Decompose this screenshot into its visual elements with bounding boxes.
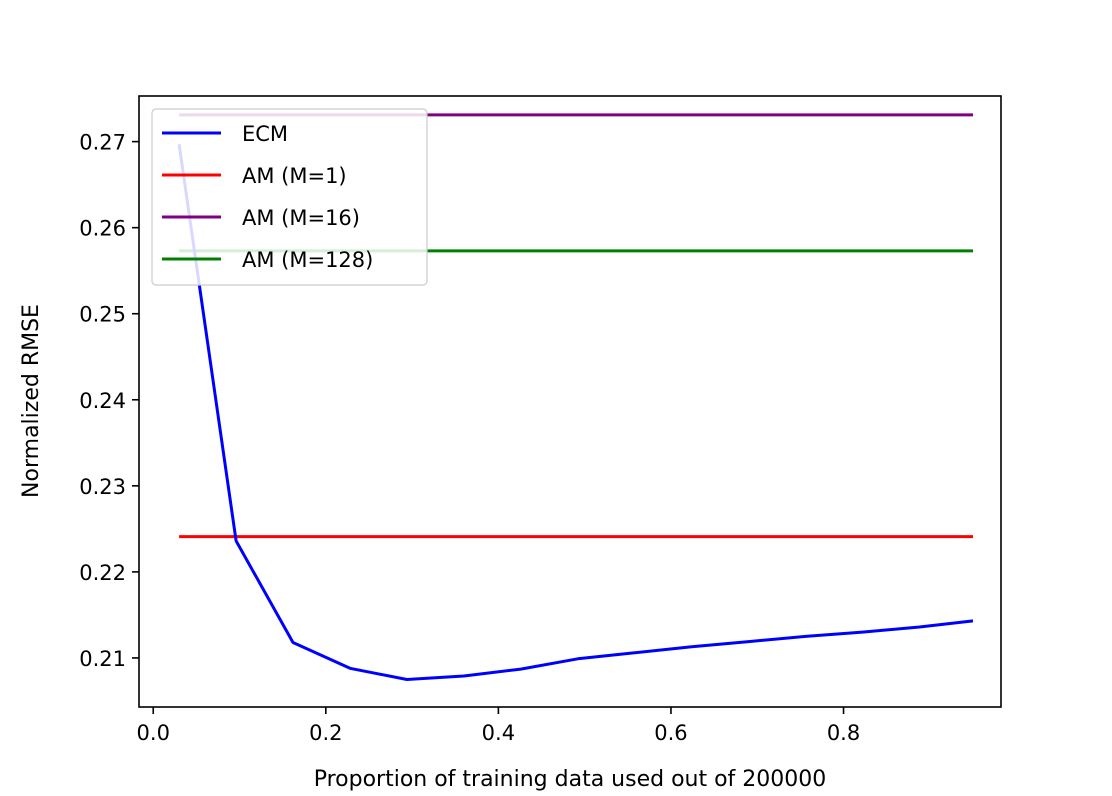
y-tick-label: 0.24 <box>79 389 126 413</box>
y-tick-label: 0.26 <box>79 217 126 241</box>
y-tick-label: 0.21 <box>79 647 126 671</box>
series-line-0 <box>177 143 974 681</box>
x-tick-label: 0.2 <box>309 721 342 745</box>
y-tick-label: 0.23 <box>79 475 126 499</box>
axes-frame <box>138 95 1002 708</box>
x-axis-label: Proportion of training data used out of … <box>314 767 827 792</box>
legend-label: AM (M=128) <box>242 248 373 272</box>
x-tick-label: 0.0 <box>137 721 170 745</box>
legend-label: AM (M=16) <box>242 206 360 230</box>
y-axis-label: Normalized RMSE <box>19 304 44 498</box>
axis-ticks: 0.0 0.2 0.4 0.6 0.8 0.21 0.22 0.23 0.24 0.25 0.26 0… <box>79 131 860 745</box>
y-tick-label: 0.25 <box>79 303 126 327</box>
y-tick-label: 0.27 <box>79 131 126 155</box>
x-tick-label: 0.4 <box>482 721 515 745</box>
x-tick-label: 0.8 <box>827 721 860 745</box>
y-tick-label: 0.22 <box>79 561 126 585</box>
x-tick-label: 0.6 <box>654 721 687 745</box>
legend-label: ECM <box>242 122 288 146</box>
legend: ECM AM (M=1) AM (M=16) AM (M=128) <box>151 108 428 286</box>
legend-label: AM (M=1) <box>242 164 347 188</box>
legend-box <box>151 108 428 286</box>
